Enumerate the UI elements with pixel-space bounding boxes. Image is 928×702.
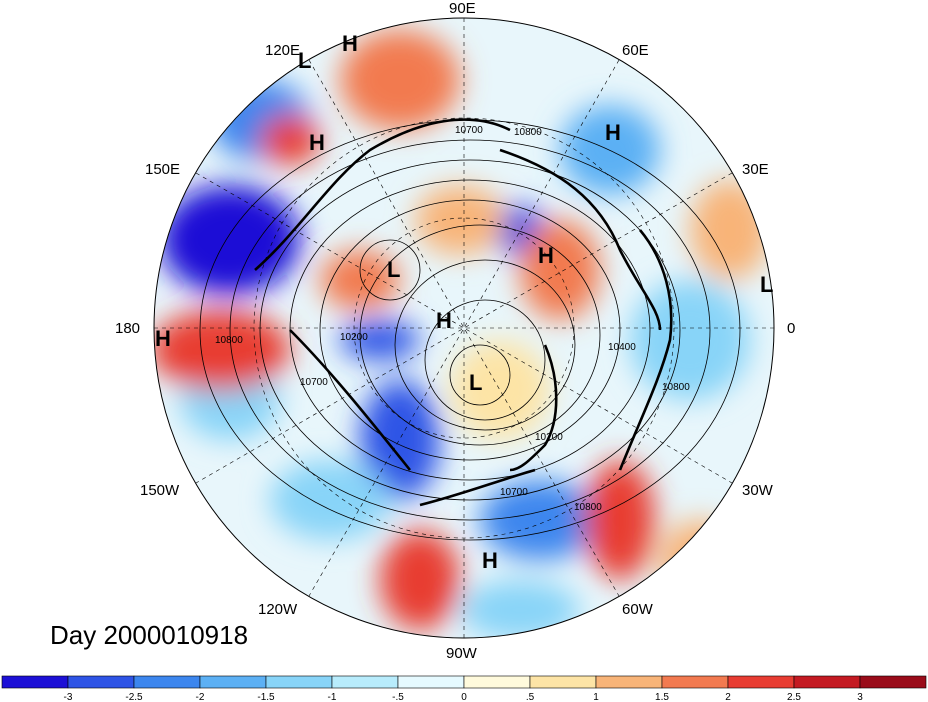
contour-label: 10800 [662,382,690,393]
pressure-center-marker: H [155,326,171,351]
lon-label-30e: 30E [742,161,769,178]
pressure-center-marker: H [538,243,554,268]
contour-label: 10800 [514,127,542,138]
pressure-markers: H L L H H L H H L H H [155,31,773,573]
pressure-center-marker: L [760,272,773,297]
colorbar-swatch [133,675,201,689]
lon-label-90w: 90W [446,645,478,662]
pressure-center-marker: H [482,548,498,573]
colorbar-tick-label: 1 [593,692,599,702]
map-title: Day 2000010918 [50,620,249,650]
colorbar-tick-label: 2.5 [787,692,801,702]
lon-label-90e: 90E [449,0,476,17]
colorbar-swatch [793,675,861,689]
contour-label: 10700 [300,377,328,388]
pressure-center-marker: L [469,370,482,395]
contour-label: 10200 [340,332,368,343]
colorbar-swatch [67,675,135,689]
contour-label: 10800 [574,502,602,513]
lon-label-150e: 150E [145,161,180,178]
pressure-center-marker: H [605,120,621,145]
jet-contours [254,118,673,507]
longitude-labels: 90E 60E 30E 0 30W 60W 90W 120W 150W 180 … [115,0,795,662]
colorbar-swatch [397,675,465,689]
colorbar-tick-label: -2.5 [125,692,143,702]
colorbar-tick-label: 2 [725,692,731,702]
colorbar-swatch [859,675,927,689]
colorbar-swatch [1,675,69,689]
lon-label-120w: 120W [258,601,298,618]
pressure-center-marker: H [436,308,452,333]
graticule [154,18,774,638]
colorbar-tick-label: 1.5 [655,692,669,702]
pressure-center-marker: L [298,48,311,73]
map-boundary [153,17,775,639]
colorbar-tick-label: 0 [461,692,467,702]
height-contours [199,119,741,541]
colorbar-swatch [199,675,267,689]
colorbar-tick-label: -2 [196,692,205,702]
colorbar-tick-label: .5 [526,692,535,702]
lon-label-60e: 60E [622,42,649,59]
colorbar-tick-label: -1.5 [257,692,275,702]
pressure-center-marker: L [387,257,400,282]
colorbar-swatch [595,675,663,689]
contour-label: 10700 [455,125,483,136]
colorbar-swatch [331,675,399,689]
pressure-center-marker: H [309,130,325,155]
lon-label-30w: 30W [742,482,774,499]
colorbar-tick-label: 3 [857,692,863,702]
colorbar-tick-label: -.5 [392,692,404,702]
contour-label: 10800 [215,335,243,346]
lon-label-60w: 60W [622,601,654,618]
colorbar-swatch [661,675,729,689]
lon-label-120e: 120E [265,42,300,59]
colorbar-swatch [529,675,597,689]
contour-label: 10700 [500,487,528,498]
colorbar: -3 -2.5 -2 -1.5 -1 -.5 0 .5 1 1.5 2 2.5 3 [1,675,927,702]
pressure-center-marker: H [342,31,358,56]
colorbar-swatch [727,675,795,689]
contour-label: 10200 [535,432,563,443]
colorbar-swatch [463,675,531,689]
lon-label-0: 0 [787,320,795,337]
lon-label-180: 180 [115,320,140,337]
contour-labels: 10700 10800 10700 10800 10200 10200 1040… [215,125,690,513]
colorbar-tick-label: -1 [328,692,337,702]
colorbar-swatch [265,675,333,689]
colorbar-tick-label: -3 [64,692,73,702]
contour-label: 10400 [608,342,636,353]
lon-label-150w: 150W [140,482,180,499]
